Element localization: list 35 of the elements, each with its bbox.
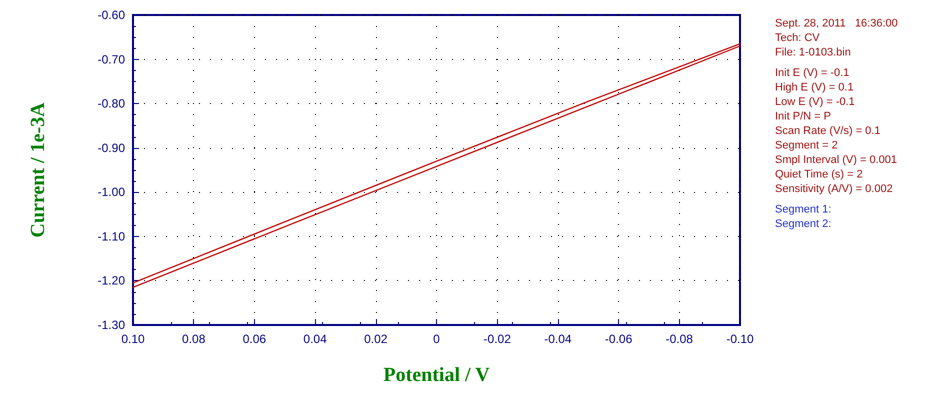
y-tick-label: -1.00 [98,185,126,200]
x-tick-label: -0.08 [666,332,694,346]
x-tick-label: 0.04 [303,332,328,346]
text: File: 1-0103.bin [775,46,851,58]
x-tick-label: 0 [433,332,440,346]
x-axis-title: Potential / V [383,364,490,386]
text: Sensitivity (A/V) = 0.002 [775,183,893,195]
y-tick-label: -0.80 [98,96,126,111]
text: Sept. 28, 2011 16:36:00 [775,18,898,30]
text: Scan Rate (V/s) = 0.1 [775,125,880,137]
x-tick-label: 0.02 [364,332,388,346]
text: Smpl Interval (V) = 0.001 [775,154,897,166]
x-tick-label: 0.06 [242,332,266,346]
x-tick-label: -0.10 [726,332,754,346]
text: Low E (V) = -0.1 [775,96,855,108]
x-tick-label: 0.08 [182,332,206,346]
text: Quiet Time (s) = 2 [775,168,863,180]
text: Tech: CV [775,32,820,44]
y-tick-label: -0.70 [98,52,126,66]
y-tick-label: -1.10 [98,229,126,244]
x-tick-label: -0.04 [544,332,572,346]
y-axis-title: Current / 1e-3A [27,102,49,238]
y-tick-label: -1.30 [98,318,126,332]
text: Segment 2: [775,218,832,230]
x-tick-label: -0.06 [604,332,633,346]
text: Init E (V) = -0.1 [775,67,850,79]
x-tick-label: -0.02 [484,332,512,346]
text: High E (V) = 0.1 [775,82,854,94]
y-tick-label: -0.90 [98,140,126,155]
text: Init P/N = P [775,110,831,122]
text: Segment = 2 [775,140,838,152]
x-tick-label: 0.10 [121,332,145,346]
y-tick-label: -0.60 [98,8,126,22]
y-tick-label: -1.20 [98,274,126,288]
text: Segment 1: [775,204,832,216]
